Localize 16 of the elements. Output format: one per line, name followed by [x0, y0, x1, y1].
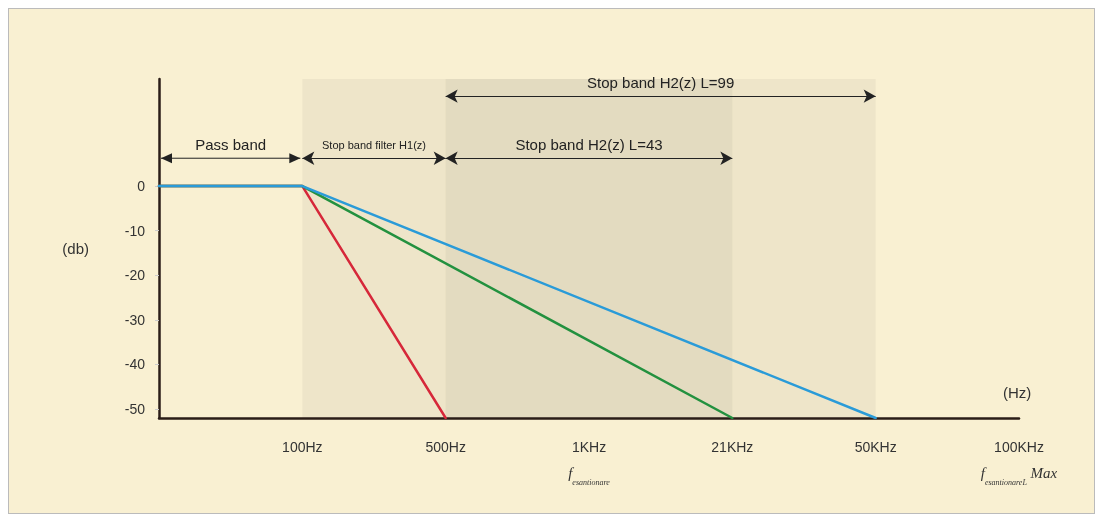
x-tick-label: 100Hz — [282, 439, 323, 455]
x-tick-label: 50KHz — [854, 439, 897, 455]
band-label: Stop band H2(z) L=43 — [515, 136, 663, 154]
x-tick-label: 500Hz — [425, 439, 466, 455]
band-label: Stop band filter H1(z) — [322, 138, 426, 151]
y-tick-label: -10 — [124, 222, 146, 239]
annotation: Pass band — [195, 136, 267, 154]
y-tick-label: -40 — [124, 356, 146, 373]
y-tick-label: -20 — [124, 267, 146, 284]
y-tick-label: -50 — [124, 401, 146, 418]
y-tick-label: 0 — [137, 178, 146, 195]
band-label: Stop band H2(z) L=99 — [587, 74, 735, 92]
x-axis-title: (Hz) — [1003, 384, 1032, 401]
y-tick-label: -30 — [124, 311, 146, 328]
x-tick-label: 21KHz — [711, 439, 754, 455]
y-axis-title: (db) — [62, 240, 89, 257]
